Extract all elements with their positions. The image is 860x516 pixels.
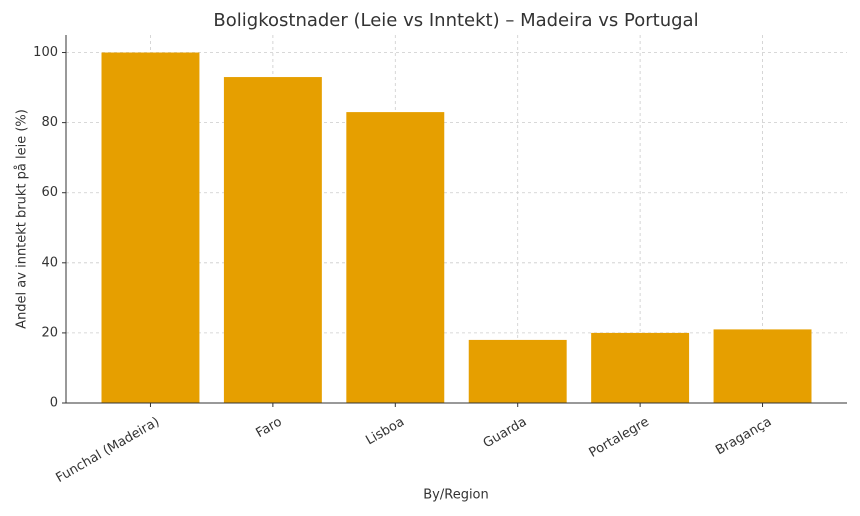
y-tick-label: 80 [41, 115, 58, 130]
x-tick-label: Faro [254, 414, 285, 441]
bar [468, 339, 567, 403]
bar [101, 52, 200, 404]
y-tick-label: 100 [33, 45, 58, 60]
y-tick-label: 0 [50, 396, 58, 411]
y-tick-label: 60 [41, 185, 58, 200]
x-tick-label: Bragança [713, 415, 774, 459]
bar [346, 112, 445, 403]
y-tick-label: 40 [41, 255, 58, 270]
x-tick-label: Portalegre [587, 415, 652, 461]
x-tick-label: Funchal (Madeira) [54, 415, 163, 486]
bar [223, 77, 322, 404]
y-tick-label: 20 [41, 325, 58, 340]
x-axis-label: By/Region [423, 488, 489, 503]
bars-layer [101, 52, 812, 404]
bar [591, 332, 690, 403]
x-tick-label: Lisboa [363, 415, 407, 449]
bar [713, 329, 812, 403]
y-axis-label: Andel av inntekt brukt på leie (%) [15, 109, 30, 329]
chart-title: Boligkostnader (Leie vs Inntekt) – Madei… [213, 10, 698, 31]
x-tick-label: Guarda [481, 415, 530, 452]
